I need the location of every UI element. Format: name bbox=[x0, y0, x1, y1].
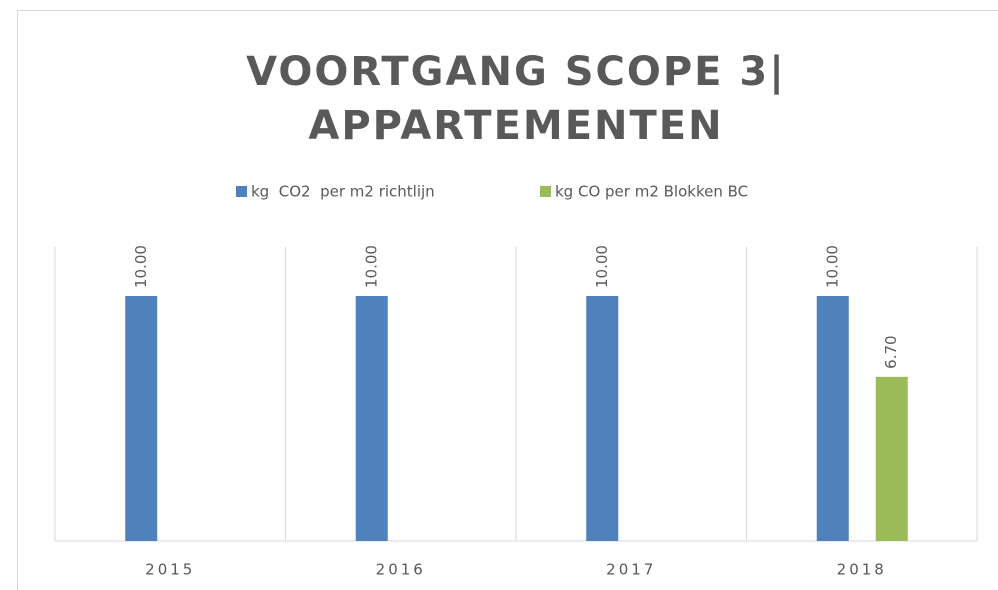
bar bbox=[355, 296, 388, 541]
value-label: 10.00 bbox=[593, 245, 611, 288]
x-tick-label: 2018 bbox=[837, 561, 887, 579]
bar bbox=[586, 296, 619, 541]
bar bbox=[125, 296, 158, 541]
x-tick-label: 2016 bbox=[376, 561, 426, 579]
bar bbox=[875, 376, 908, 541]
chart-title: VOORTGANG SCOPE 3| bbox=[246, 49, 786, 96]
x-tick-label: 2015 bbox=[145, 561, 195, 579]
legend-swatch bbox=[236, 186, 247, 197]
x-tick-label: 2017 bbox=[606, 561, 656, 579]
legend-swatch bbox=[540, 186, 551, 197]
legend-label: kg CO2 per m2 richtlijn bbox=[251, 183, 435, 201]
chart-border bbox=[17, 10, 998, 590]
value-label: 6.70 bbox=[882, 335, 900, 368]
value-label: 10.00 bbox=[823, 245, 841, 288]
value-label: 10.00 bbox=[362, 245, 380, 288]
value-label: 10.00 bbox=[132, 245, 150, 288]
legend-label: kg CO per m2 Blokken BC bbox=[555, 183, 748, 201]
chart-title: APPARTEMENTEN bbox=[308, 103, 723, 149]
bar bbox=[816, 296, 849, 541]
